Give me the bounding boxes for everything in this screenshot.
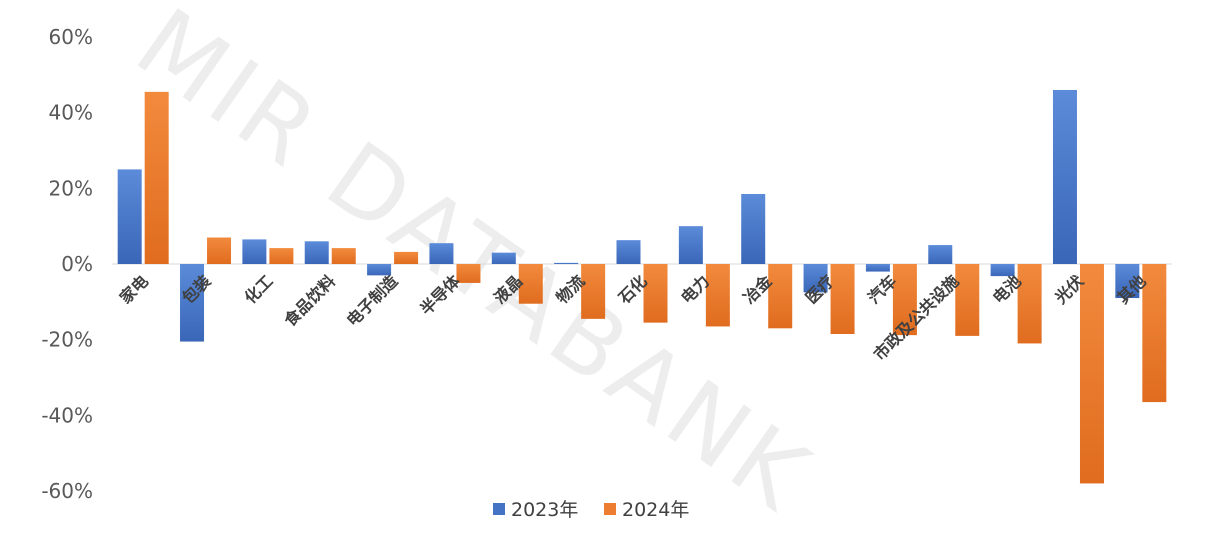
y-tick-label: 40% <box>49 101 93 125</box>
bar-2024-9 <box>643 264 668 323</box>
y-tick-label: -60% <box>41 479 93 503</box>
y-tick-label: 20% <box>49 176 93 200</box>
bar-2024-16 <box>1079 264 1104 484</box>
bar-2024-8 <box>581 264 606 319</box>
bar-2023-9 <box>616 240 641 264</box>
legend-swatch-2024 <box>604 503 616 515</box>
legend-label-2023: 2023年 <box>511 499 578 521</box>
bar-2023-11 <box>741 194 766 264</box>
bar-2024-13 <box>892 264 917 336</box>
bar-2023-14 <box>928 245 953 264</box>
category-label: 化工 <box>241 271 277 307</box>
bar-2023-8 <box>554 262 579 264</box>
bar-2024-11 <box>768 264 793 329</box>
bar-2023-16 <box>1052 89 1077 264</box>
bar-2024-4 <box>331 248 356 264</box>
bar-2023-17 <box>1115 264 1140 299</box>
bar-2023-5 <box>367 264 392 276</box>
y-tick-label: -20% <box>41 328 93 352</box>
bar-2023-3 <box>242 239 267 264</box>
y-tick-label: 0% <box>61 252 93 276</box>
bar-2023-1 <box>117 169 142 264</box>
bar-2023-6 <box>429 243 454 264</box>
bar-2024-17 <box>1142 264 1167 403</box>
bar-2024-5 <box>394 251 419 264</box>
bar-2023-13 <box>865 264 890 272</box>
category-label: 食品饮料 <box>280 271 339 330</box>
legend-label-2024: 2024年 <box>622 499 689 521</box>
bar-2024-6 <box>456 264 481 283</box>
bar-2023-15 <box>990 264 1015 277</box>
bar-2024-10 <box>705 264 730 327</box>
y-tick-label: -40% <box>41 403 93 427</box>
bar-2024-14 <box>955 264 980 336</box>
bar-2024-2 <box>207 237 232 264</box>
category-label: 电子制造 <box>343 271 402 330</box>
bar-2024-3 <box>269 248 294 264</box>
bar-2023-4 <box>304 241 329 264</box>
y-tick-label: 60% <box>49 25 93 49</box>
bar-2024-15 <box>1017 264 1042 344</box>
bar-2023-10 <box>678 226 703 264</box>
bar-2023-2 <box>180 264 205 342</box>
bar-2024-1 <box>144 91 169 264</box>
legend-swatch-2023 <box>493 503 505 515</box>
category-label: 家电 <box>116 271 152 307</box>
bar-2024-12 <box>830 264 855 334</box>
bar-2024-7 <box>518 264 543 304</box>
bar-2023-7 <box>491 252 516 264</box>
bar-2023-12 <box>803 264 828 293</box>
